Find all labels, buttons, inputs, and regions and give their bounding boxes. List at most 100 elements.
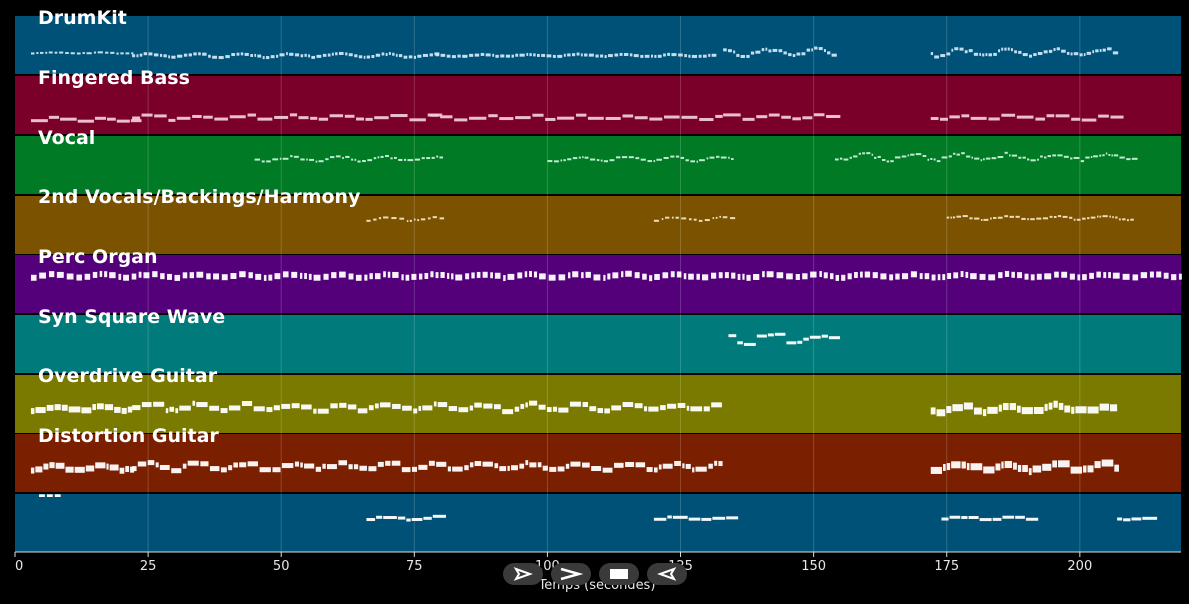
note-mark xyxy=(422,405,433,411)
note-mark xyxy=(737,341,743,345)
note-mark xyxy=(742,273,745,280)
note-mark xyxy=(1004,151,1008,154)
note-mark xyxy=(740,55,746,59)
note-mark xyxy=(1112,272,1120,279)
note-mark xyxy=(390,157,393,160)
note-mark xyxy=(1030,274,1035,281)
note-mark xyxy=(1108,272,1111,279)
note-mark xyxy=(209,466,220,472)
note-mark xyxy=(515,116,531,120)
note-mark xyxy=(35,407,46,414)
note-mark xyxy=(519,463,525,469)
note-mark xyxy=(907,154,910,157)
stop-button[interactable] xyxy=(599,563,639,585)
note-mark xyxy=(357,160,361,163)
note-mark xyxy=(951,48,954,52)
note-mark xyxy=(451,55,456,59)
note-mark xyxy=(212,55,218,59)
note-mark xyxy=(940,54,946,58)
note-mark xyxy=(202,52,207,56)
note-mark xyxy=(304,53,307,57)
note-mark xyxy=(675,155,680,158)
forward-button[interactable] xyxy=(551,563,591,585)
note-mark xyxy=(1081,217,1086,220)
note-mark xyxy=(553,160,559,163)
note-mark xyxy=(1118,218,1121,221)
note-mark xyxy=(525,402,528,408)
play-outline-button[interactable] xyxy=(503,563,543,585)
note-mark xyxy=(130,119,142,123)
note-mark xyxy=(823,272,828,279)
note-mark xyxy=(619,52,623,56)
note-mark xyxy=(872,272,878,279)
note-mark xyxy=(514,406,520,412)
note-mark xyxy=(338,51,344,55)
note-mark xyxy=(762,271,765,278)
note-mark xyxy=(529,462,537,468)
note-mark xyxy=(272,467,281,473)
note-mark xyxy=(377,461,384,467)
note-mark xyxy=(862,152,866,155)
note-mark xyxy=(560,159,563,162)
note-mark xyxy=(661,218,664,221)
note-mark xyxy=(529,53,532,57)
note-mark xyxy=(409,118,426,122)
rewind-button[interactable] xyxy=(647,563,687,585)
note-mark xyxy=(118,273,122,280)
note-mark xyxy=(99,270,103,277)
note-mark xyxy=(979,273,986,280)
note-mark xyxy=(589,158,596,161)
note-mark xyxy=(1130,218,1134,221)
note-mark xyxy=(922,155,927,158)
note-mark xyxy=(1009,215,1014,218)
note-mark xyxy=(265,56,270,60)
note-mark xyxy=(718,272,723,279)
note-mark xyxy=(997,156,1004,159)
note-mark xyxy=(30,119,48,123)
note-mark xyxy=(168,118,176,122)
note-mark xyxy=(676,271,682,278)
note-mark xyxy=(549,466,557,472)
note-mark xyxy=(429,53,433,57)
note-mark xyxy=(653,219,659,222)
note-mark xyxy=(345,155,350,158)
note-mark xyxy=(1014,50,1017,54)
note-mark xyxy=(439,156,444,159)
note-mark xyxy=(1109,215,1111,218)
note-mark xyxy=(92,271,98,278)
note-mark xyxy=(309,158,315,161)
note-mark xyxy=(1082,274,1087,281)
note-mark xyxy=(548,274,556,281)
note-mark xyxy=(189,272,195,279)
note-mark xyxy=(839,157,843,160)
note-mark xyxy=(581,272,584,279)
note-mark xyxy=(946,216,950,219)
note-mark xyxy=(480,52,485,56)
note-mark xyxy=(179,405,191,411)
note-mark xyxy=(286,52,288,56)
note-mark xyxy=(1089,272,1094,279)
note-mark xyxy=(316,54,322,58)
note-mark xyxy=(154,114,167,118)
note-mark xyxy=(1178,273,1182,280)
note-mark xyxy=(930,407,936,415)
note-mark xyxy=(395,53,398,57)
note-mark xyxy=(698,54,702,58)
note-mark xyxy=(582,462,590,468)
note-mark xyxy=(474,402,482,408)
note-mark xyxy=(572,157,578,160)
note-mark xyxy=(651,54,654,58)
note-mark xyxy=(985,157,991,160)
note-mark xyxy=(397,516,406,520)
note-mark xyxy=(306,158,308,161)
note-mark xyxy=(431,156,435,159)
note-mark xyxy=(116,52,119,55)
note-mark xyxy=(858,152,861,155)
note-mark xyxy=(310,116,318,120)
note-mark xyxy=(974,217,980,220)
note-mark xyxy=(208,54,211,58)
note-mark xyxy=(557,116,575,120)
note-mark xyxy=(580,53,583,57)
note-mark xyxy=(1115,216,1118,219)
note-mark xyxy=(648,406,659,412)
